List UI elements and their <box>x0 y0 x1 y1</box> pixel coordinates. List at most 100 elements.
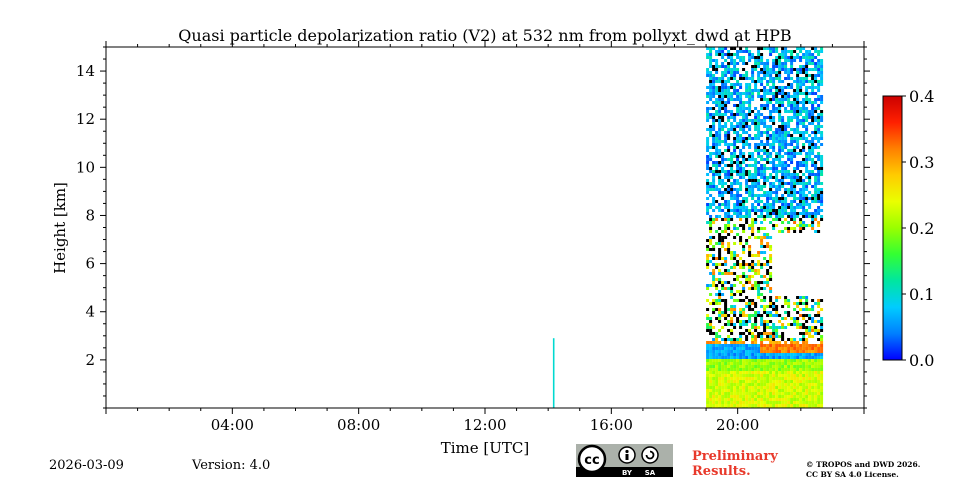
heatmap-cell <box>763 329 767 332</box>
heatmap-cell <box>730 284 734 287</box>
heatmap-cell <box>787 371 791 374</box>
heatmap-cell <box>802 83 806 86</box>
heatmap-cell <box>808 371 812 374</box>
heatmap-cell <box>763 191 767 194</box>
heatmap-cell <box>796 326 800 329</box>
heatmap-cell <box>796 356 800 359</box>
heatmap-cell <box>778 116 782 119</box>
heatmap-cell <box>796 383 800 386</box>
heatmap-cell <box>709 377 713 380</box>
heatmap-cell <box>712 236 716 239</box>
heatmap-cell <box>763 395 767 398</box>
heatmap-cell <box>712 347 716 350</box>
heatmap-cell <box>736 71 740 74</box>
heatmap-cell <box>709 353 713 356</box>
heatmap-cell <box>736 194 740 197</box>
heatmap-cell <box>796 206 800 209</box>
heatmap-cell <box>802 131 806 134</box>
heatmap-cell <box>715 293 719 296</box>
heatmap-cell <box>811 401 815 404</box>
heatmap-cell <box>787 131 791 134</box>
heatmap-cell <box>727 89 731 92</box>
heatmap-cell <box>817 170 821 173</box>
heatmap-cell <box>739 182 743 185</box>
heatmap-cell <box>772 356 776 359</box>
heatmap-cell <box>808 389 812 392</box>
heatmap-cell <box>772 167 776 170</box>
heatmap-cell <box>766 131 770 134</box>
heatmap-cell <box>766 377 770 380</box>
heatmap-cell <box>718 194 722 197</box>
heatmap-cell <box>760 320 764 323</box>
heatmap-cell <box>811 149 815 152</box>
heatmap-cell <box>706 164 710 167</box>
heatmap-cell <box>715 395 719 398</box>
heatmap-cell <box>727 356 731 359</box>
heatmap-cell <box>754 380 758 383</box>
heatmap-cell <box>790 107 794 110</box>
heatmap-cell <box>799 302 803 305</box>
heatmap-cell <box>745 116 749 119</box>
heatmap-cell <box>814 56 818 59</box>
heatmap-cell <box>736 89 740 92</box>
heatmap-cell <box>706 188 710 191</box>
heatmap-cell <box>715 161 719 164</box>
heatmap-cell <box>772 335 776 338</box>
heatmap-cell <box>790 101 794 104</box>
heatmap-cell <box>706 182 710 185</box>
heatmap-cell <box>802 104 806 107</box>
heatmap-cell <box>730 296 734 299</box>
heatmap-cell <box>796 311 800 314</box>
heatmap-cell <box>787 362 791 365</box>
heatmap-cell <box>784 146 788 149</box>
heatmap-cell <box>763 281 767 284</box>
heatmap-cell <box>721 194 725 197</box>
heatmap-cell <box>787 134 791 137</box>
heatmap-cell <box>802 92 806 95</box>
heatmap-cell <box>712 74 716 77</box>
heatmap-cell <box>706 386 710 389</box>
heatmap-cell <box>763 377 767 380</box>
heatmap-cell <box>739 212 743 215</box>
heatmap-cell <box>727 335 731 338</box>
heatmap-cell <box>820 335 824 338</box>
heatmap-cell <box>796 341 800 344</box>
heatmap-cell <box>778 101 782 104</box>
heatmap-cell <box>721 350 725 353</box>
heatmap-cell <box>814 230 818 233</box>
heatmap-cell <box>808 197 812 200</box>
heatmap-cell <box>745 164 749 167</box>
copyright-line1: © TROPOS and DWD 2026. <box>806 460 921 469</box>
cc-license-badge[interactable]: cc BY SA <box>576 444 673 477</box>
heatmap-cell <box>739 176 743 179</box>
heatmap-cell <box>733 347 737 350</box>
heatmap-cell <box>730 311 734 314</box>
heatmap-cell <box>757 314 761 317</box>
heatmap-cell <box>793 386 797 389</box>
heatmap-cell <box>778 119 782 122</box>
heatmap-cell <box>769 191 773 194</box>
heatmap-cell <box>805 326 809 329</box>
heatmap-cell <box>757 365 761 368</box>
heatmap-cell <box>739 380 743 383</box>
heatmap-cell <box>790 338 794 341</box>
heatmap-cell <box>748 77 752 80</box>
heatmap-cell <box>724 374 728 377</box>
heatmap-cell <box>769 116 773 119</box>
heatmap-cell <box>778 197 782 200</box>
heatmap-cell <box>763 173 767 176</box>
heatmap-cell <box>748 194 752 197</box>
heatmap-cell <box>706 119 710 122</box>
chart-title: Quasi particle depolarization ratio (V2)… <box>178 26 791 45</box>
heatmap-cell <box>754 365 758 368</box>
heatmap-cell <box>817 230 821 233</box>
heatmap-cell <box>709 113 713 116</box>
heatmap-cell <box>709 116 713 119</box>
heatmap-cell <box>721 197 725 200</box>
heatmap-cell <box>730 347 734 350</box>
heatmap-cell <box>796 68 800 71</box>
heatmap-cell <box>817 362 821 365</box>
heatmap-cell <box>802 227 806 230</box>
heatmap-cell <box>769 101 773 104</box>
heatmap-cell <box>709 239 713 242</box>
